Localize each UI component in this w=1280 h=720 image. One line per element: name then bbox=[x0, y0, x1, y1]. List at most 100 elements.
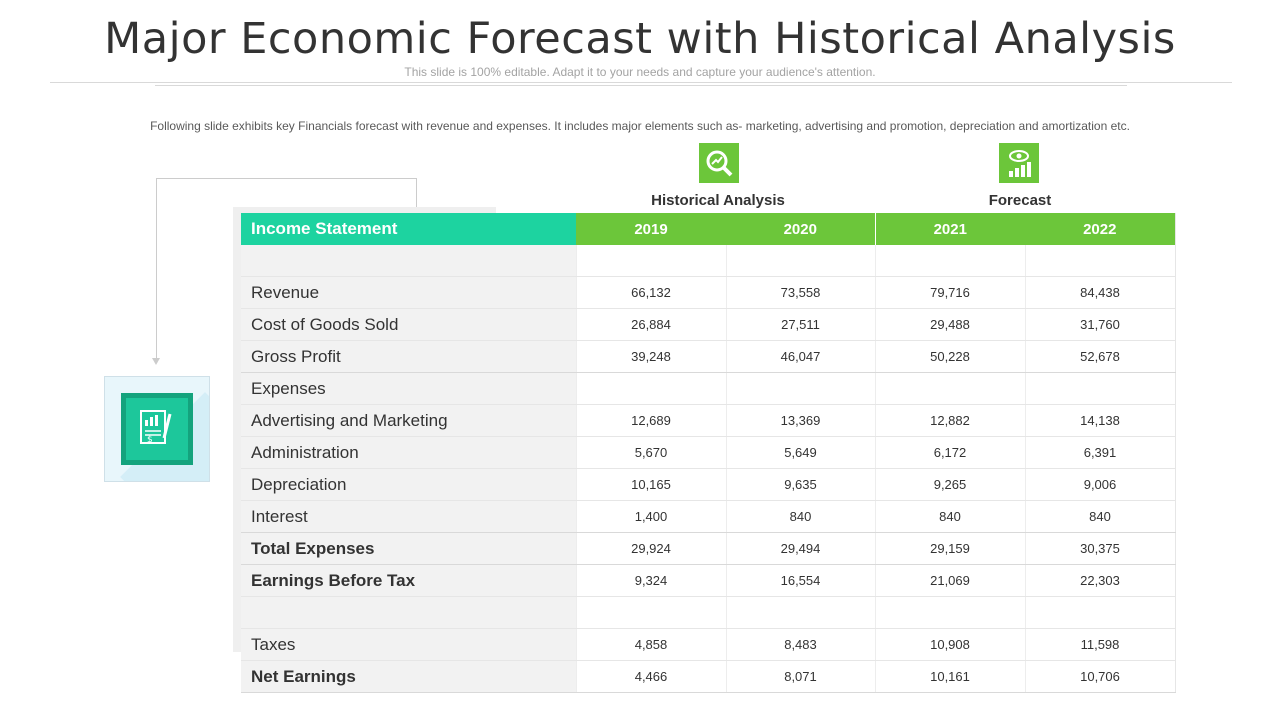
row-value-2020: 9,635 bbox=[725, 468, 875, 501]
table-row: Cost of Goods Sold 26,884 27,511 29,488 31,7… bbox=[241, 308, 1175, 341]
table-row: Total Expenses 29,924 29,494 29,159 30,375 bbox=[241, 532, 1175, 565]
row-value-2020: 840 bbox=[725, 500, 875, 533]
table-row: Advertising and Marketing 12,689 13,369 12,… bbox=[241, 404, 1175, 437]
connector-line bbox=[156, 208, 157, 358]
title-divider bbox=[50, 82, 1232, 83]
table-row: Revenue 66,132 73,558 79,716 84,438 bbox=[241, 276, 1175, 309]
row-value-2020: 13,369 bbox=[725, 404, 875, 437]
row-value-2021: 6,172 bbox=[874, 436, 1025, 469]
row-label: Cost of Goods Sold bbox=[241, 308, 576, 341]
row-value-2021 bbox=[874, 596, 1025, 629]
row-value-2021: 12,882 bbox=[874, 404, 1025, 437]
table-row: Administration 5,670 5,649 6,172 6,391 bbox=[241, 436, 1175, 469]
row-label: Taxes bbox=[241, 628, 576, 661]
row-value-2021: 840 bbox=[874, 500, 1025, 533]
row-value-2020: 16,554 bbox=[725, 564, 875, 597]
row-value-2019: 10,165 bbox=[575, 468, 726, 501]
row-value-2022 bbox=[1024, 245, 1175, 277]
subtitle-divider bbox=[155, 85, 1127, 86]
header-year-2020: 2020 bbox=[726, 213, 875, 245]
row-value-2022: 52,678 bbox=[1024, 340, 1175, 373]
row-value-2019: 66,132 bbox=[575, 276, 726, 309]
row-value-2019: 1,400 bbox=[575, 500, 726, 533]
row-label: Depreciation bbox=[241, 468, 576, 501]
magnify-chart-icon bbox=[699, 143, 739, 183]
row-value-2020: 46,047 bbox=[725, 340, 875, 373]
row-value-2020: 8,483 bbox=[725, 628, 875, 661]
row-value-2022 bbox=[1024, 372, 1175, 405]
row-value-2019 bbox=[575, 596, 726, 629]
group-label-historical: Historical Analysis bbox=[651, 192, 785, 209]
row-label: Expenses bbox=[241, 372, 576, 405]
row-value-2019: 26,884 bbox=[575, 308, 726, 341]
slide-description: Following slide exhibits key Financials … bbox=[150, 119, 1130, 133]
group-label-forecast: Forecast bbox=[988, 192, 1052, 209]
row-value-2020: 29,494 bbox=[725, 532, 875, 565]
financial-document-icon-graphic: $ bbox=[140, 410, 172, 445]
row-label: Net Earnings bbox=[241, 660, 576, 693]
row-value-2022 bbox=[1024, 596, 1175, 629]
row-value-2022: 30,375 bbox=[1024, 532, 1175, 565]
row-value-2020: 27,511 bbox=[725, 308, 875, 341]
row-value-2020 bbox=[725, 245, 875, 277]
row-value-2019: 12,689 bbox=[575, 404, 726, 437]
financial-document-icon: $ bbox=[121, 393, 193, 465]
row-label: Total Expenses bbox=[241, 532, 576, 565]
table-row bbox=[241, 245, 1175, 277]
row-value-2020: 8,071 bbox=[725, 660, 875, 693]
row-value-2020 bbox=[725, 596, 875, 629]
row-value-2021: 9,265 bbox=[874, 468, 1025, 501]
row-value-2021: 21,069 bbox=[874, 564, 1025, 597]
row-value-2021: 29,159 bbox=[874, 532, 1025, 565]
header-income-statement: Income Statement bbox=[241, 213, 576, 245]
table-row: Depreciation 10,165 9,635 9,265 9,006 bbox=[241, 468, 1175, 501]
header-year-2022: 2022 bbox=[1025, 213, 1175, 245]
table-row: Net Earnings 4,466 8,071 10,161 10,706 bbox=[241, 660, 1175, 693]
financial-document-tile: $ bbox=[104, 376, 210, 482]
table-row: Taxes 4,858 8,483 10,908 11,598 bbox=[241, 628, 1175, 661]
slide-title: Major Economic Forecast with Historical … bbox=[104, 14, 1176, 64]
connector-bracket bbox=[156, 178, 417, 209]
row-value-2021: 79,716 bbox=[874, 276, 1025, 309]
row-label: Revenue bbox=[241, 276, 576, 309]
row-value-2022: 14,138 bbox=[1024, 404, 1175, 437]
row-label: Gross Profit bbox=[241, 340, 576, 373]
row-label: Earnings Before Tax bbox=[241, 564, 576, 597]
row-label bbox=[241, 596, 576, 629]
row-value-2020 bbox=[725, 372, 875, 405]
slide-subtitle: This slide is 100% editable. Adapt it to… bbox=[404, 65, 876, 79]
row-value-2019: 39,248 bbox=[575, 340, 726, 373]
row-value-2022: 6,391 bbox=[1024, 436, 1175, 469]
table-row: Interest 1,400 840 840 840 bbox=[241, 500, 1175, 533]
header-year-2019: 2019 bbox=[576, 213, 726, 245]
row-value-2022: 22,303 bbox=[1024, 564, 1175, 597]
table-row bbox=[241, 596, 1175, 629]
row-value-2019: 4,858 bbox=[575, 628, 726, 661]
eye-chart-icon bbox=[999, 143, 1039, 183]
header-year-2021: 2021 bbox=[874, 213, 1025, 245]
row-value-2020: 5,649 bbox=[725, 436, 875, 469]
connector-arrow-icon bbox=[152, 358, 160, 365]
table-row: Expenses bbox=[241, 372, 1175, 405]
table-header-row: Income Statement 2019 2020 2021 2022 bbox=[241, 213, 1175, 245]
row-value-2021: 50,228 bbox=[874, 340, 1025, 373]
row-value-2022: 840 bbox=[1024, 500, 1175, 533]
income-statement-table: Income Statement 2019 2020 2021 2022 Rev… bbox=[241, 213, 1176, 693]
row-value-2020: 73,558 bbox=[725, 276, 875, 309]
table-row: Earnings Before Tax 9,324 16,554 21,069 22,3… bbox=[241, 564, 1175, 597]
row-label: Interest bbox=[241, 500, 576, 533]
row-label: Advertising and Marketing bbox=[241, 404, 576, 437]
row-label bbox=[241, 245, 576, 277]
row-value-2022: 9,006 bbox=[1024, 468, 1175, 501]
row-label: Administration bbox=[241, 436, 576, 469]
row-value-2021: 10,908 bbox=[874, 628, 1025, 661]
row-value-2021 bbox=[874, 245, 1025, 277]
row-value-2019: 4,466 bbox=[575, 660, 726, 693]
row-value-2021: 10,161 bbox=[874, 660, 1025, 693]
row-value-2019: 9,324 bbox=[575, 564, 726, 597]
row-value-2021: 29,488 bbox=[874, 308, 1025, 341]
row-value-2022: 31,760 bbox=[1024, 308, 1175, 341]
row-value-2022: 84,438 bbox=[1024, 276, 1175, 309]
row-value-2019: 5,670 bbox=[575, 436, 726, 469]
row-value-2019 bbox=[575, 245, 726, 277]
